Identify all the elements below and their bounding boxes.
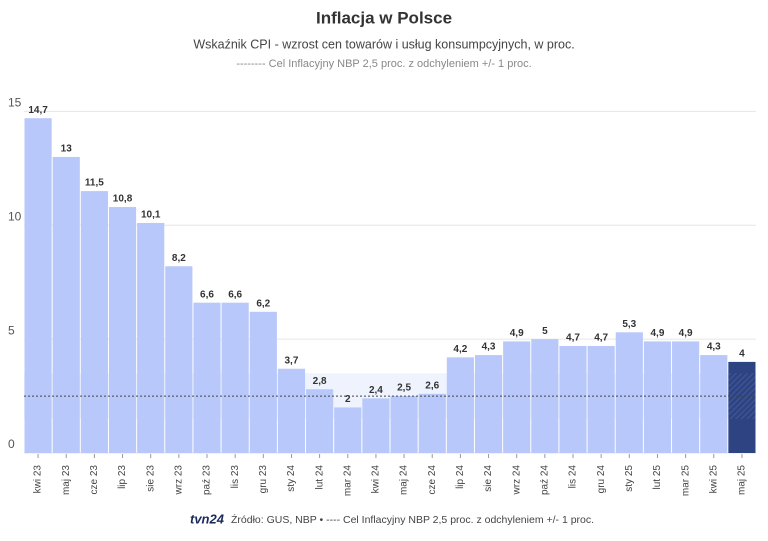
x-tick-label: maj 24 (399, 465, 410, 495)
y-tick-label: 10 (8, 209, 22, 223)
bar (193, 302, 221, 453)
plot: 0 5 10 15 14,7 kwi 23 13 maj 23 11,5 cze 23 10,8 li… (8, 96, 756, 497)
value-label: 6,6 (200, 289, 214, 300)
y-tick-label: 15 (8, 96, 22, 110)
bar (52, 156, 80, 453)
bar (418, 393, 446, 453)
value-label: 4,9 (510, 328, 524, 339)
x-tick-label: sty 25 (624, 465, 635, 492)
bar (165, 266, 193, 453)
x-tick-label: lip 24 (455, 465, 466, 489)
value-label: 13 (61, 144, 73, 155)
x-tick-label: kwi 25 (708, 465, 719, 494)
x-tick-label: maj 25 (737, 465, 748, 495)
value-label: 2,5 (397, 383, 411, 394)
bar (306, 389, 334, 453)
bar (474, 355, 503, 453)
x-tick-label: kwi 23 (33, 465, 44, 494)
x-tick-label: lip 23 (117, 465, 128, 489)
x-tick-label: mar 25 (680, 465, 691, 497)
x-tick-label: maj 23 (61, 465, 72, 495)
x-tick-label: kwi 24 (371, 465, 382, 494)
x-tick-label: paź 24 (539, 465, 550, 495)
value-label: 4,7 (594, 333, 608, 344)
logo: tvn24 (190, 511, 225, 526)
x-tick-label: lut 25 (652, 465, 663, 490)
x-tick-label: sie 24 (483, 465, 494, 492)
x-tick-label: sie 23 (145, 465, 156, 492)
value-label: 6,2 (256, 298, 270, 309)
value-label: 4,2 (453, 344, 467, 355)
bar (587, 345, 615, 453)
bar (108, 207, 137, 453)
value-label: 4,3 (482, 342, 496, 353)
subtitle: -------- Cel Inflacyjny NBP 2,5 proc. z … (236, 58, 531, 70)
value-label: 4,7 (566, 333, 580, 344)
bar (362, 398, 390, 453)
y-tick-label: 0 (8, 437, 15, 451)
bar (221, 302, 249, 453)
value-label: 4,9 (679, 328, 693, 339)
x-tick-label: paź 23 (202, 465, 213, 495)
x-tick-label: wrz 24 (511, 465, 522, 496)
value-label: 10,8 (113, 194, 133, 205)
x-tick-label: mar 24 (342, 465, 353, 497)
value-label: 5 (542, 326, 548, 337)
x-tick-label: gru 23 (258, 465, 269, 494)
value-label: 2,4 (369, 385, 383, 396)
value-label: 4,3 (707, 342, 721, 353)
x-tick-label: gru 24 (596, 465, 607, 494)
bar (80, 191, 108, 453)
value-label: 10,1 (141, 210, 161, 221)
value-label: 2,6 (425, 380, 439, 391)
subtitle: Wskaźnik CPI - wzrost cen towarów i usłu… (193, 37, 574, 51)
x-tick-label: cze 24 (427, 465, 438, 495)
value-label: 6,6 (228, 289, 242, 300)
value-label: 8,2 (172, 253, 186, 264)
y-tick-label: 5 (8, 323, 15, 337)
source: Źródło: GUS, NBP • ---- Cel Inflacyjny N… (231, 513, 594, 526)
bar (390, 396, 418, 453)
value-label: 5,3 (622, 319, 636, 330)
value-label: 2 (345, 394, 351, 405)
x-tick-label: wrz 23 (173, 465, 184, 496)
bar (137, 222, 165, 453)
bar (700, 355, 728, 453)
value-label: 4 (739, 349, 745, 360)
bar (277, 368, 306, 453)
bar (559, 345, 587, 453)
bar (334, 407, 362, 453)
x-tick-label: lis 24 (568, 465, 579, 489)
x-tick-label: sty 24 (286, 465, 297, 492)
bar (446, 357, 474, 453)
value-label: 2,8 (313, 376, 327, 387)
bar (643, 341, 672, 453)
x-tick-label: lut 24 (314, 465, 325, 490)
bar (615, 332, 643, 453)
value-label: 3,7 (285, 355, 299, 366)
x-tick-label: lis 23 (230, 465, 241, 489)
bar (249, 311, 277, 453)
bar (672, 341, 700, 453)
bar (503, 341, 531, 453)
chart-title: Inflacja w Polsce (316, 8, 452, 27)
value-label: 14,7 (28, 105, 48, 116)
value-label: 11,5 (85, 178, 104, 189)
bar (24, 118, 52, 453)
x-tick-label: cze 23 (89, 465, 100, 495)
value-label: 4,9 (651, 328, 665, 339)
